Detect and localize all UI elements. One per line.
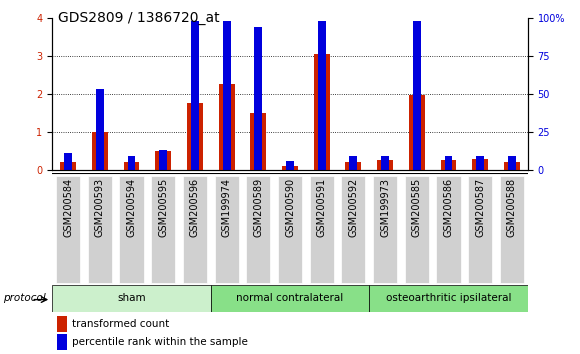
- Text: GSM200590: GSM200590: [285, 178, 295, 237]
- FancyBboxPatch shape: [88, 176, 112, 283]
- Bar: [187, 103, 203, 170]
- Bar: [64, 153, 72, 170]
- Bar: [155, 151, 171, 170]
- Bar: [369, 285, 528, 312]
- Bar: [211, 285, 369, 312]
- Bar: [346, 162, 361, 170]
- Bar: [124, 162, 139, 170]
- Text: GSM199974: GSM199974: [222, 178, 231, 237]
- Text: GSM200594: GSM200594: [126, 178, 136, 237]
- Bar: [314, 54, 329, 170]
- Bar: [504, 162, 520, 170]
- FancyBboxPatch shape: [278, 176, 302, 283]
- Bar: [409, 95, 425, 170]
- FancyBboxPatch shape: [373, 176, 397, 283]
- Bar: [57, 334, 67, 350]
- Bar: [159, 150, 167, 170]
- Text: percentile rank within the sample: percentile rank within the sample: [72, 337, 248, 347]
- Text: osteoarthritic ipsilateral: osteoarthritic ipsilateral: [386, 293, 512, 303]
- Bar: [318, 21, 326, 170]
- Bar: [52, 285, 211, 312]
- Text: GSM200596: GSM200596: [190, 178, 200, 237]
- Bar: [508, 156, 516, 170]
- Text: GSM200589: GSM200589: [253, 178, 263, 237]
- Bar: [191, 21, 199, 170]
- FancyBboxPatch shape: [56, 176, 80, 283]
- Bar: [282, 166, 298, 170]
- FancyBboxPatch shape: [437, 176, 461, 283]
- FancyBboxPatch shape: [468, 176, 492, 283]
- Bar: [223, 21, 231, 170]
- Bar: [349, 156, 357, 170]
- Bar: [286, 161, 294, 170]
- Text: GSM200591: GSM200591: [317, 178, 327, 237]
- FancyBboxPatch shape: [310, 176, 334, 283]
- FancyBboxPatch shape: [215, 176, 238, 283]
- Text: transformed count: transformed count: [72, 319, 169, 329]
- Text: GSM199973: GSM199973: [380, 178, 390, 237]
- Bar: [251, 113, 266, 170]
- FancyBboxPatch shape: [405, 176, 429, 283]
- FancyBboxPatch shape: [151, 176, 175, 283]
- Bar: [96, 89, 104, 170]
- Bar: [255, 27, 262, 170]
- Text: sham: sham: [117, 293, 146, 303]
- Bar: [413, 21, 421, 170]
- Text: GSM200585: GSM200585: [412, 178, 422, 237]
- Bar: [476, 156, 484, 170]
- Bar: [128, 156, 136, 170]
- Bar: [377, 160, 393, 170]
- FancyBboxPatch shape: [342, 176, 365, 283]
- Text: GSM200584: GSM200584: [63, 178, 73, 237]
- Text: GSM200595: GSM200595: [158, 178, 168, 237]
- FancyBboxPatch shape: [500, 176, 524, 283]
- Bar: [219, 84, 234, 170]
- FancyBboxPatch shape: [246, 176, 270, 283]
- FancyBboxPatch shape: [119, 176, 143, 283]
- Text: GSM200593: GSM200593: [95, 178, 105, 237]
- Bar: [441, 160, 456, 170]
- Bar: [445, 156, 452, 170]
- Bar: [381, 156, 389, 170]
- Bar: [92, 132, 108, 170]
- Bar: [60, 162, 76, 170]
- Bar: [57, 316, 67, 332]
- Text: GSM200588: GSM200588: [507, 178, 517, 237]
- Text: normal contralateral: normal contralateral: [237, 293, 343, 303]
- Text: protocol: protocol: [3, 293, 46, 303]
- Text: GSM200586: GSM200586: [444, 178, 454, 237]
- Text: GSM200587: GSM200587: [475, 178, 485, 237]
- FancyBboxPatch shape: [183, 176, 207, 283]
- Bar: [472, 159, 488, 170]
- Text: GDS2809 / 1386720_at: GDS2809 / 1386720_at: [58, 11, 220, 25]
- Text: GSM200592: GSM200592: [349, 178, 358, 237]
